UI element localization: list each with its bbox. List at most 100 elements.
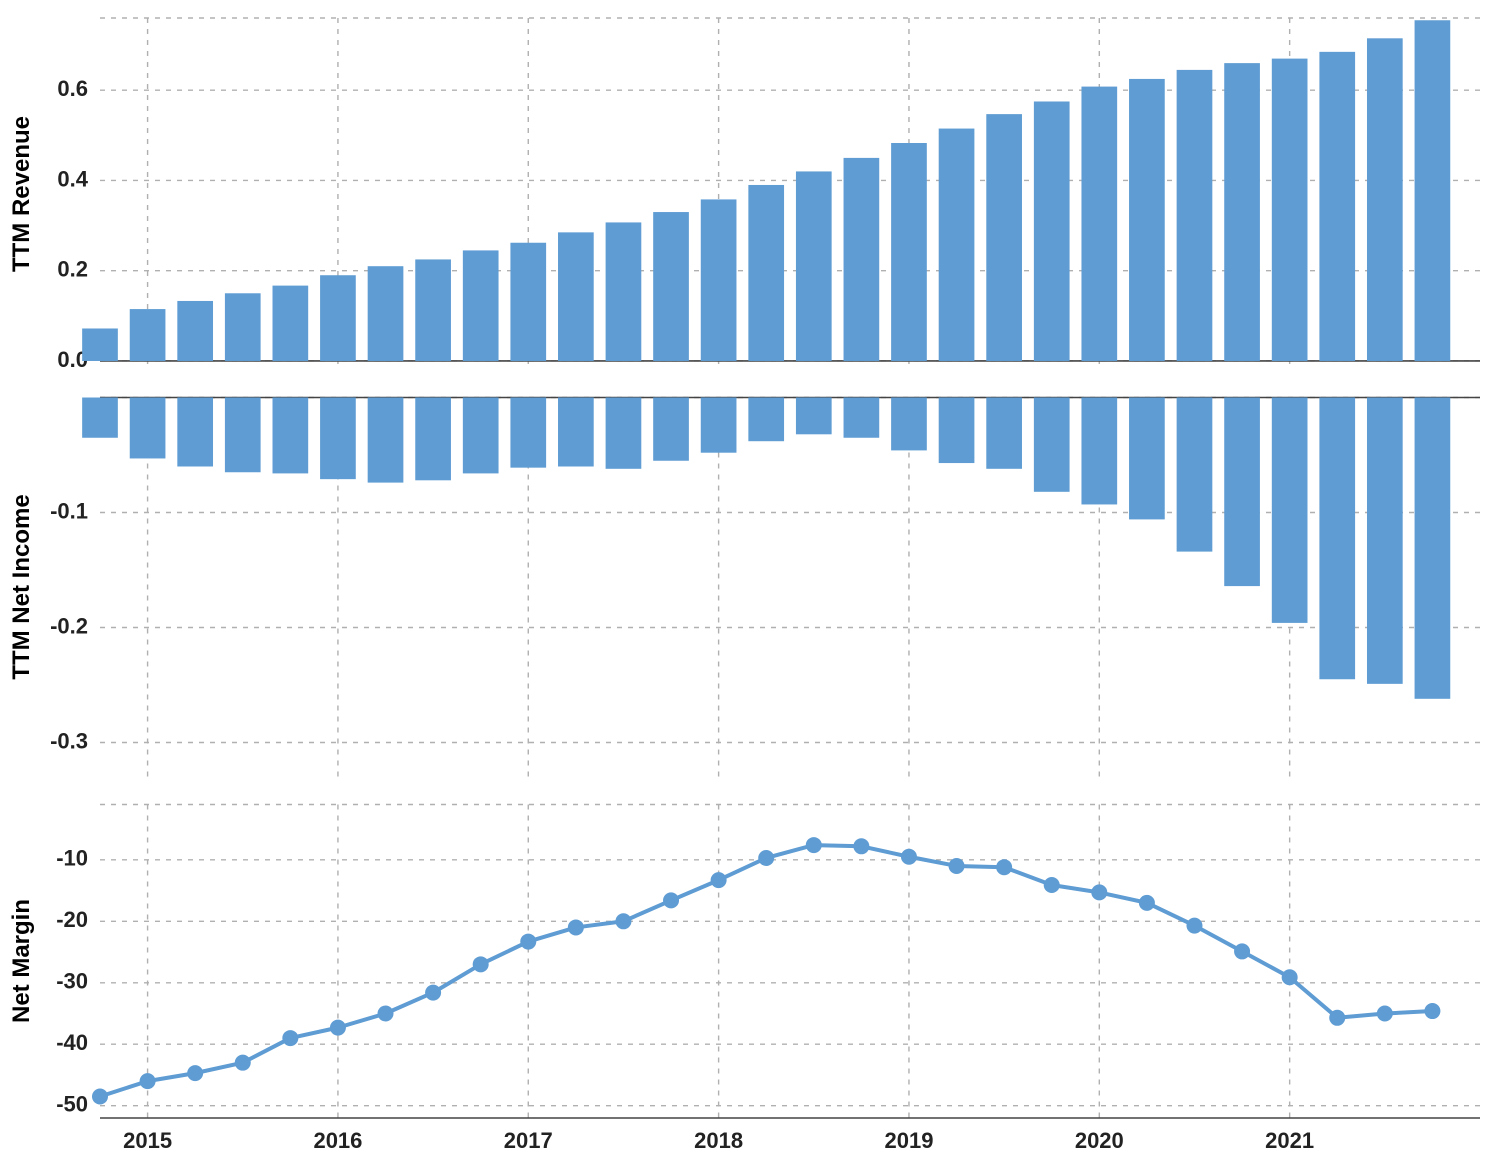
revenue-bar (748, 185, 784, 361)
netincome-bar (986, 398, 1022, 469)
netmargin-marker (949, 858, 965, 874)
netmargin-marker (425, 985, 441, 1001)
netmargin-marker (1139, 895, 1155, 911)
netincome-bar (177, 398, 213, 467)
netincome-bar (463, 398, 499, 474)
netmargin-marker (568, 919, 584, 935)
netmargin-axis-title: Net Margin (8, 899, 36, 1023)
netmargin-ytick-label: -20 (56, 907, 88, 932)
x-tick-label: 2019 (884, 1128, 933, 1153)
netincome-bar (1272, 398, 1308, 623)
revenue-bar (463, 250, 499, 361)
netincome-bar (1224, 398, 1260, 587)
netincome-bar (1177, 398, 1213, 552)
revenue-bar (1415, 20, 1451, 361)
revenue-ytick-label: 0.4 (57, 166, 88, 191)
x-tick-label: 2016 (313, 1128, 362, 1153)
netincome-bar (1129, 398, 1165, 520)
netmargin-marker (1091, 884, 1107, 900)
netincome-bar (844, 398, 880, 438)
netmargin-marker (1424, 1003, 1440, 1019)
x-tick-label: 2017 (504, 1128, 553, 1153)
revenue-bar (1319, 52, 1355, 361)
revenue-bar (1034, 101, 1070, 360)
revenue-bar (1081, 87, 1117, 361)
revenue-bar (225, 293, 261, 361)
netmargin-marker (235, 1055, 251, 1071)
netmargin-marker (711, 872, 727, 888)
revenue-bar (1367, 38, 1403, 361)
netincome-axis-title: TTM Net Income (8, 495, 36, 680)
netincome-bar (939, 398, 975, 464)
netincome-bar (1081, 398, 1117, 505)
netmargin-marker (1282, 969, 1298, 985)
netincome-bar (653, 398, 689, 461)
netincome-bar (701, 398, 737, 453)
revenue-bar (368, 266, 404, 361)
netincome-bar (891, 398, 927, 451)
netmargin-marker (92, 1088, 108, 1104)
netmargin-marker (473, 956, 489, 972)
revenue-ytick-label: 0.6 (57, 76, 88, 101)
revenue-bar (1272, 59, 1308, 361)
netmargin-line (100, 845, 1432, 1096)
revenue-bar (177, 301, 213, 361)
netincome-bar (82, 398, 118, 438)
revenue-bar (939, 129, 975, 361)
revenue-bar (130, 309, 166, 361)
revenue-bar (1129, 79, 1165, 361)
netincome-bar (796, 398, 832, 435)
netmargin-marker (1234, 943, 1250, 959)
revenue-bar (891, 143, 927, 361)
netmargin-ytick-label: -30 (56, 969, 88, 994)
netincome-bar (130, 398, 166, 459)
netmargin-marker (1329, 1010, 1345, 1026)
netmargin-marker (615, 913, 631, 929)
netincome-bar (1319, 398, 1355, 680)
revenue-bar (510, 243, 546, 361)
netincome-ytick-label: -0.1 (50, 498, 88, 523)
netmargin-marker (378, 1006, 394, 1022)
x-tick-label: 2021 (1265, 1128, 1314, 1153)
netmargin-ytick-label: -10 (56, 846, 88, 871)
revenue-bar (701, 199, 737, 361)
netmargin-marker (1186, 918, 1202, 934)
revenue-bar (558, 232, 594, 361)
revenue-bar (796, 171, 832, 361)
netmargin-marker (758, 850, 774, 866)
x-tick-label: 2018 (694, 1128, 743, 1153)
revenue-ytick-label: 0.2 (57, 257, 88, 282)
revenue-bar (606, 222, 642, 361)
netincome-bar (225, 398, 261, 473)
revenue-bar (844, 158, 880, 361)
netincome-bar (748, 398, 784, 442)
multi-panel-financial-chart: 0.00.20.40.6-0.3-0.2-0.1-50-40-30-20-102… (0, 0, 1496, 1160)
revenue-bar (653, 212, 689, 361)
netmargin-marker (901, 849, 917, 865)
revenue-axis-title: TTM Revenue (8, 116, 36, 272)
netmargin-ytick-label: -40 (56, 1030, 88, 1055)
x-tick-label: 2015 (123, 1128, 172, 1153)
netmargin-marker (140, 1073, 156, 1089)
revenue-bar (415, 259, 451, 361)
netincome-bar (273, 398, 309, 474)
revenue-bar (273, 286, 309, 361)
netincome-ytick-label: -0.3 (50, 728, 88, 753)
netmargin-marker (282, 1030, 298, 1046)
revenue-bar (986, 114, 1022, 361)
revenue-bar (1224, 63, 1260, 361)
netmargin-marker (520, 934, 536, 950)
netincome-bar (368, 398, 404, 483)
netincome-bar (1415, 398, 1451, 699)
revenue-bar (1177, 70, 1213, 361)
netincome-bar (510, 398, 546, 468)
netincome-bar (415, 398, 451, 481)
netincome-bar (1367, 398, 1403, 684)
netmargin-marker (853, 838, 869, 854)
netmargin-marker (1044, 877, 1060, 893)
netmargin-marker (1377, 1006, 1393, 1022)
netmargin-marker (330, 1020, 346, 1036)
netincome-ytick-label: -0.2 (50, 613, 88, 638)
revenue-bar (82, 328, 118, 360)
netmargin-marker (806, 837, 822, 853)
